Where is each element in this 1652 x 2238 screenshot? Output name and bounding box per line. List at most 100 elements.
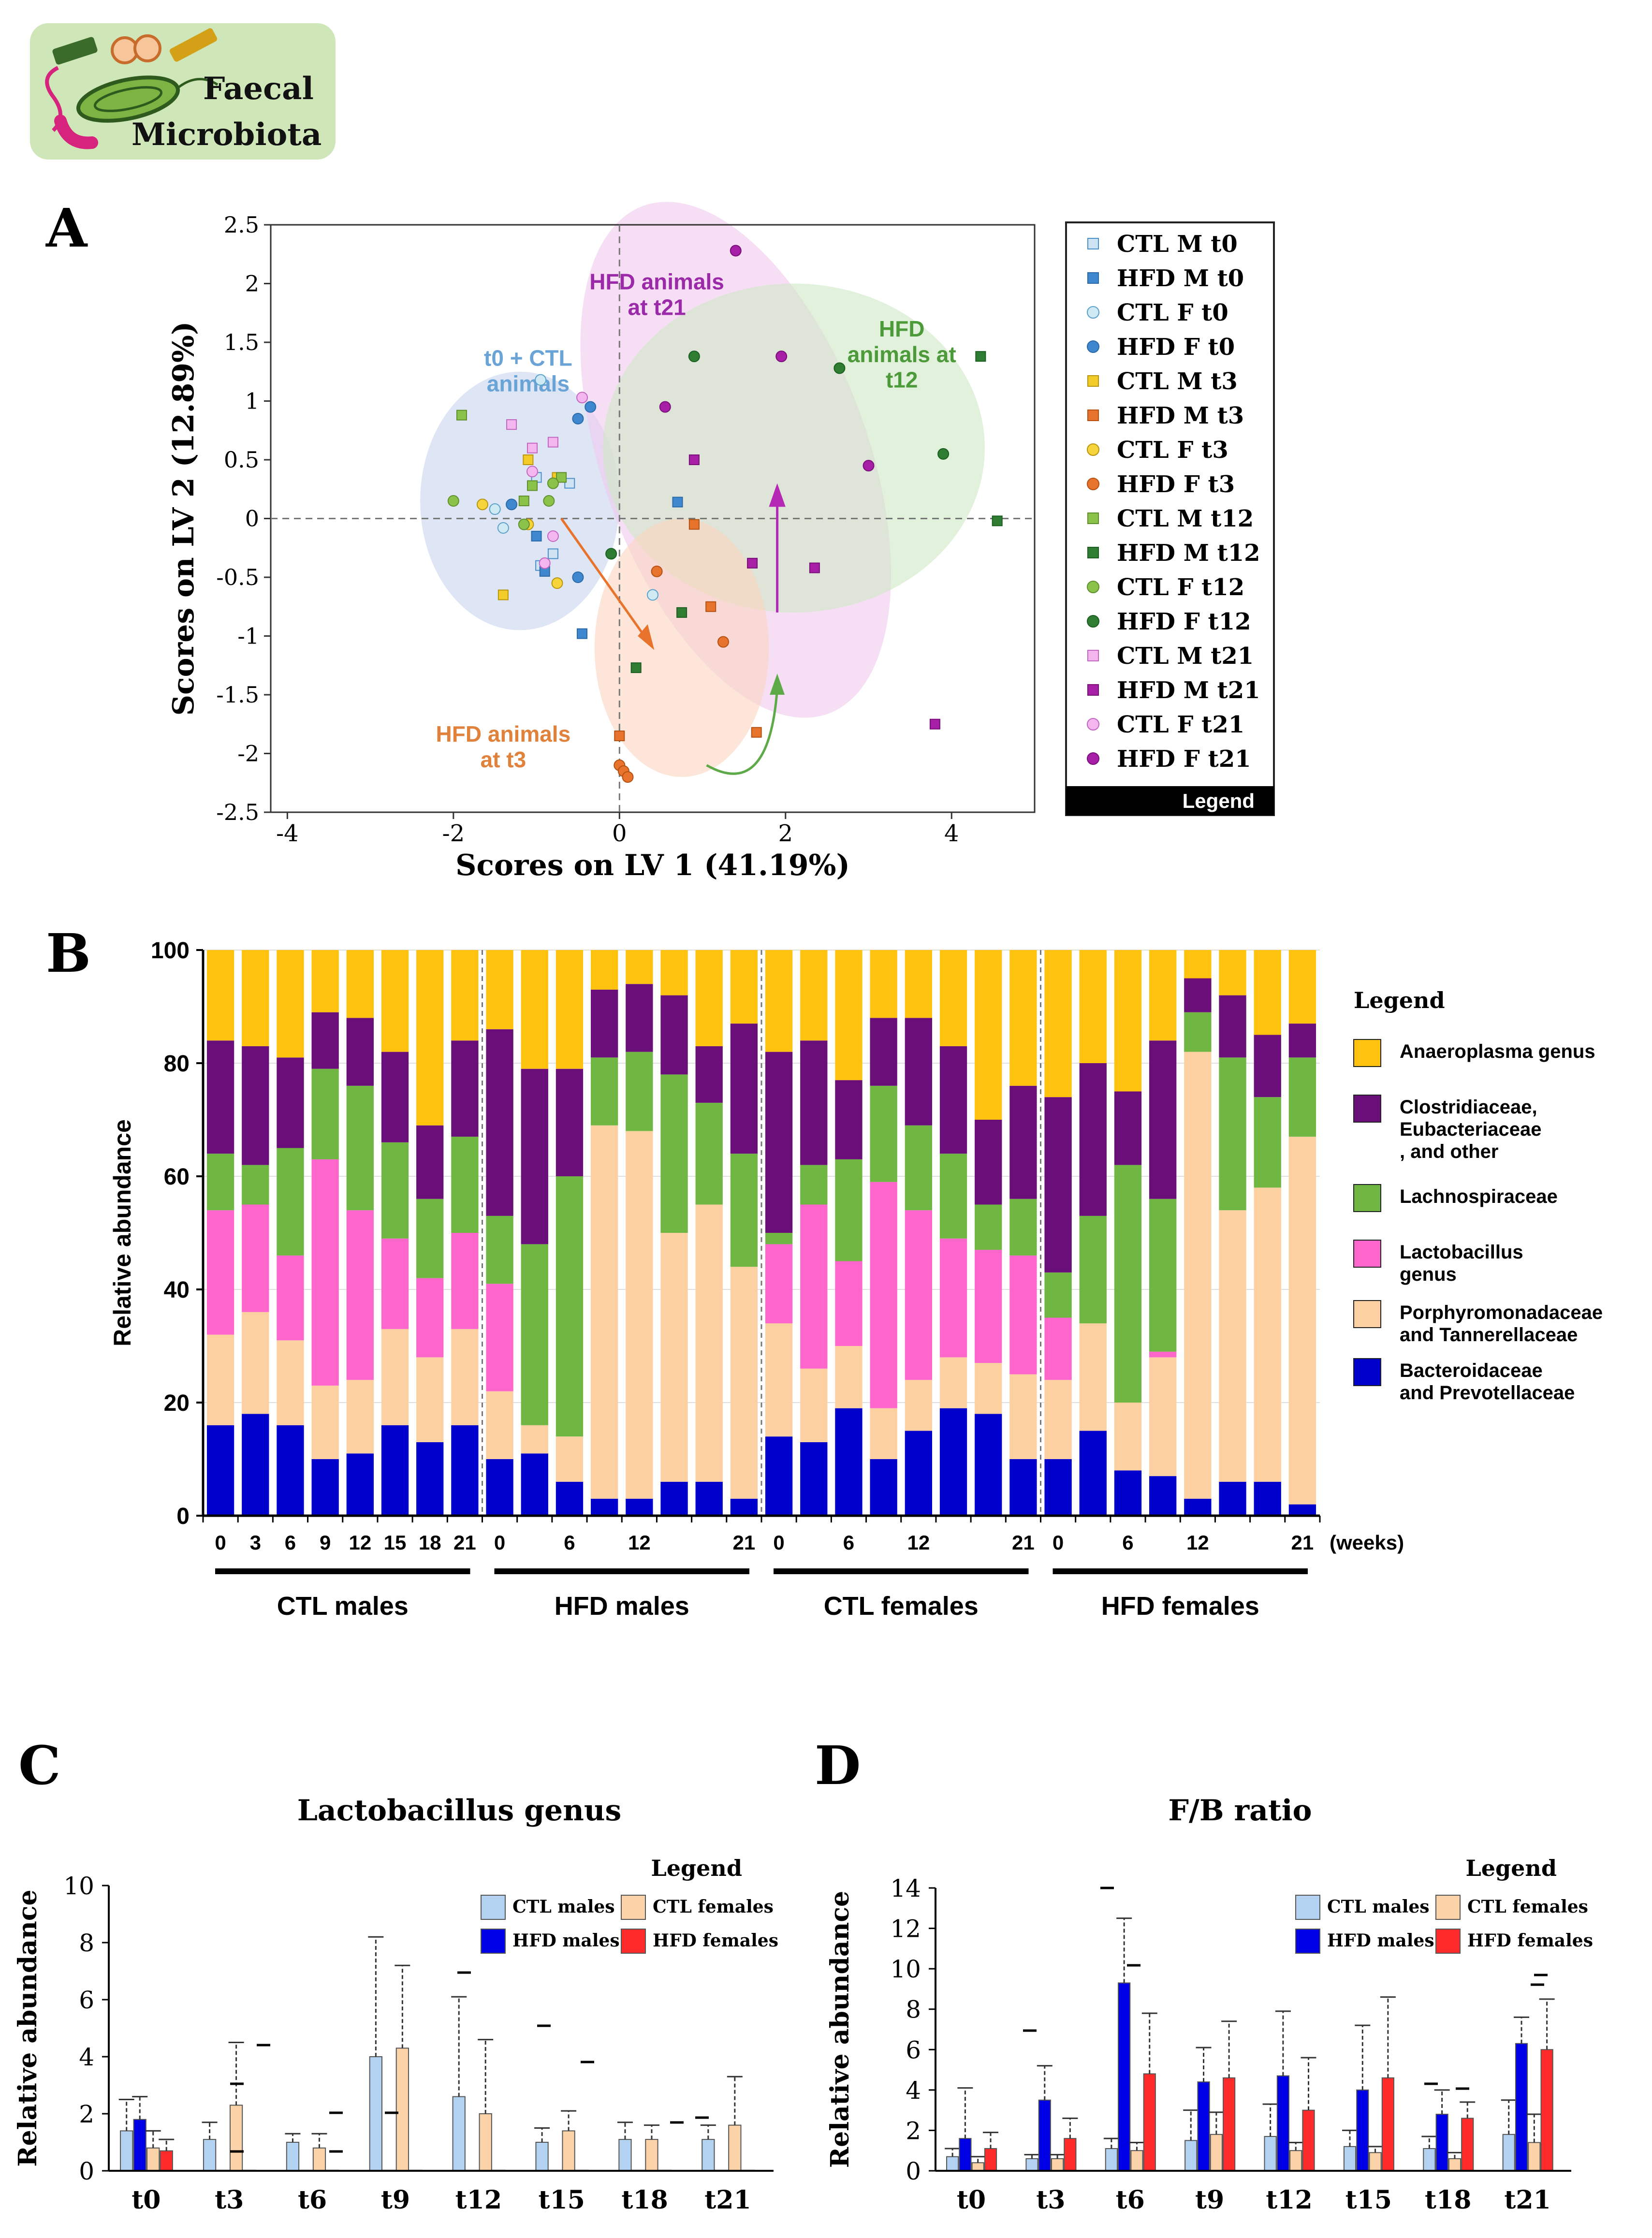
bar-segment-bacteroidaceae-and-prevotellaceae [870, 1459, 897, 1516]
x-tick-label: t3 [215, 2185, 244, 2215]
group-label: CTL males [277, 1592, 409, 1621]
bar-segment-porphyromonadaceae-and-tannerellaceae [451, 1329, 479, 1425]
bar-ctl-females [645, 2139, 658, 2172]
bar-segment-porphyromonadaceae-and-tannerellaceae [730, 1267, 758, 1499]
bar-segment-porphyromonadaceae-and-tannerellaceae [1079, 1323, 1107, 1431]
bar-segment-clostridiaceae-eubacteriaceae-and-other [939, 1046, 967, 1154]
bar-segment-lachnospiraceae [1114, 1165, 1142, 1403]
legend-swatch [1295, 1895, 1320, 1920]
legend-swatch [481, 1929, 506, 1954]
bar-segment-lachnospiraceae [206, 1154, 234, 1211]
bar-segment-porphyromonadaceae-and-tannerellaceae [660, 1233, 688, 1482]
bar-segment-anaeroplasma-genus [695, 950, 723, 1046]
legend-swatch [1353, 1358, 1381, 1386]
bar-segment-porphyromonadaceae-and-tannerellaceae [905, 1380, 932, 1431]
point-hfd-m-t0 [577, 628, 588, 639]
bar-segment-lachnospiraceae [311, 1068, 339, 1159]
bar-segment-porphyromonadaceae-and-tannerellaceae [835, 1346, 863, 1408]
bar-segment-clostridiaceae-eubacteriaceae-and-other [1219, 995, 1246, 1058]
point-hfd-f-t3 [622, 771, 634, 783]
bar-ctl-females [971, 2162, 984, 2171]
point-ctl-m-t12 [526, 480, 538, 491]
point-ctl-f-t3 [551, 577, 563, 589]
bar-segment-anaeroplasma-genus [660, 950, 688, 995]
x-tick-label: t0 [132, 2185, 161, 2215]
bar-segment-anaeroplasma-genus [730, 950, 758, 1024]
bar-segment-lactobacillus-genus [381, 1238, 409, 1329]
bar-hfd-males [1435, 2114, 1448, 2171]
x-tick-label: 6 [285, 1531, 296, 1554]
panel-d-fb-ratio-bars: F/B ratio Relative abundance 0 2 4 6 8 10 12 14 t0… [825, 1794, 1593, 2215]
x-tick-label: 12 [349, 1531, 371, 1554]
legend-marker [1087, 443, 1099, 456]
bar-segment-anaeroplasma-genus [242, 950, 269, 1046]
x-tick-label: 18 [419, 1531, 441, 1554]
x-unit-label: (weeks) [1330, 1531, 1404, 1554]
bar-ctl-females [229, 2105, 243, 2171]
bar-hfd-females [1461, 2118, 1474, 2171]
legend-marker [1087, 718, 1099, 731]
bar-segment-bacteroidaceae-and-prevotellaceae [1288, 1504, 1316, 1516]
bar-ctl-females [146, 2147, 160, 2171]
x-tick-label: t21 [704, 2185, 751, 2215]
y-tick-label: 2.5 [224, 212, 259, 238]
y-tick-label: 80 [164, 1051, 190, 1077]
bar-segment-lachnospiraceae [591, 1057, 618, 1126]
bar-segment-bacteroidaceae-and-prevotellaceae [486, 1459, 513, 1516]
bar-segment-bacteroidaceae-and-prevotellaceae [975, 1414, 1002, 1516]
arrow-t12-head [770, 673, 785, 695]
legend-marker [1087, 306, 1099, 319]
bar-segment-lachnospiraceae [626, 1052, 653, 1131]
x-axis-title: Scores on LV 1 (41.19%) [455, 848, 850, 882]
x-tick-label: t6 [1116, 2185, 1145, 2215]
bar-segment-lactobacillus-genus [939, 1238, 967, 1358]
legend-label: CTL F t21 [1117, 711, 1244, 738]
bar-segment-porphyromonadaceae-and-tannerellaceae [870, 1408, 897, 1459]
bar-hfd-males [959, 2138, 972, 2172]
bar-hfd-females [1381, 2077, 1394, 2171]
point-hfd-m-t21 [688, 454, 700, 465]
arrow-t3-head [638, 624, 655, 650]
point-hfd-f-t21 [730, 245, 742, 257]
bar-segment-clostridiaceae-eubacteriaceae-and-other [1184, 978, 1212, 1012]
bar-segment-anaeroplasma-genus [486, 950, 513, 1029]
bar-segment-lachnospiraceae [835, 1159, 863, 1261]
bar-segment-clostridiaceae-eubacteriaceae-and-other [206, 1040, 234, 1154]
bar-segment-bacteroidaceae-and-prevotellaceae [556, 1481, 584, 1516]
x-tick-label: 21 [453, 1531, 476, 1554]
bar-segment-lactobacillus-genus [242, 1204, 269, 1312]
bar-ctl-males [1184, 2140, 1198, 2171]
y-tick-label: -1 [237, 623, 259, 649]
bar-segment-lactobacillus-genus [835, 1261, 863, 1346]
panel-c-lactobacillus-bars: Lactobacillus genus Relative abundance 0 2 4… [13, 1794, 778, 2215]
legend-label: CTL M t21 [1117, 643, 1254, 670]
y-tick-label: 60 [164, 1164, 190, 1190]
x-tick-label: -4 [276, 820, 299, 847]
bar-segment-porphyromonadaceae-and-tannerellaceae [277, 1340, 304, 1425]
legend-swatch [1295, 1929, 1320, 1954]
point-ctl-f-t12 [518, 518, 530, 530]
point-ctl-m-t21 [506, 419, 517, 430]
point-hfd-f-t12 [688, 351, 700, 363]
bar-segment-clostridiaceae-eubacteriaceae-and-other [451, 1040, 479, 1137]
panel-b-stacked-bars: 0 20 40 60 80 100 0 3 6 9 12 15 18 21 0 6 12 21 0 6 12 21 0 6 12… [109, 938, 1603, 1621]
x-tick-label: t21 [1504, 2185, 1550, 2215]
bar-segment-bacteroidaceae-and-prevotellaceae [905, 1431, 932, 1516]
point-hfd-f-t12 [937, 448, 950, 460]
y-tick-label: 0 [906, 2157, 921, 2185]
bar-hfd-females [1540, 2049, 1553, 2171]
point-hfd-m-t12 [975, 351, 986, 362]
legend-swatch [1353, 1300, 1381, 1328]
point-ctl-f-t12 [543, 495, 555, 507]
legend-label: HFD F t12 [1117, 608, 1251, 635]
arrow-t21-head [769, 483, 786, 507]
bar-segment-lachnospiraceae [660, 1074, 688, 1233]
bar-segment-anaeroplasma-genus [835, 950, 863, 1081]
bar-segment-bacteroidaceae-and-prevotellaceae [1219, 1481, 1246, 1516]
bar-segment-lachnospiraceae [346, 1085, 374, 1211]
x-tick-label: 6 [564, 1531, 575, 1554]
x-tick-label: t18 [621, 2185, 668, 2215]
bar-segment-lachnospiraceae [1009, 1199, 1037, 1256]
group-label: HFD males [555, 1592, 689, 1621]
y-tick-label: -1.5 [216, 682, 259, 708]
